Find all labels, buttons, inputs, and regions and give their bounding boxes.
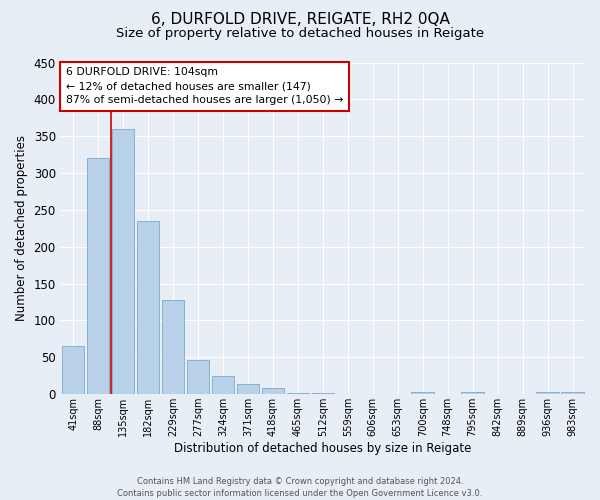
Bar bbox=[62, 346, 85, 394]
Bar bbox=[461, 392, 484, 394]
Text: Contains HM Land Registry data © Crown copyright and database right 2024.
Contai: Contains HM Land Registry data © Crown c… bbox=[118, 476, 482, 498]
Text: Size of property relative to detached houses in Reigate: Size of property relative to detached ho… bbox=[116, 28, 484, 40]
Bar bbox=[137, 221, 159, 394]
Bar bbox=[212, 376, 234, 394]
Bar bbox=[162, 300, 184, 394]
Y-axis label: Number of detached properties: Number of detached properties bbox=[15, 136, 28, 322]
Bar bbox=[112, 129, 134, 394]
Text: 6, DURFOLD DRIVE, REIGATE, RH2 0QA: 6, DURFOLD DRIVE, REIGATE, RH2 0QA bbox=[151, 12, 449, 28]
X-axis label: Distribution of detached houses by size in Reigate: Distribution of detached houses by size … bbox=[174, 442, 472, 455]
Bar bbox=[187, 360, 209, 394]
Text: 6 DURFOLD DRIVE: 104sqm
← 12% of detached houses are smaller (147)
87% of semi-d: 6 DURFOLD DRIVE: 104sqm ← 12% of detache… bbox=[66, 68, 343, 106]
Bar bbox=[287, 392, 309, 394]
Bar bbox=[536, 392, 559, 394]
Bar bbox=[236, 384, 259, 394]
Bar bbox=[412, 392, 434, 394]
Bar bbox=[87, 158, 109, 394]
Bar bbox=[561, 392, 584, 394]
Bar bbox=[262, 388, 284, 394]
